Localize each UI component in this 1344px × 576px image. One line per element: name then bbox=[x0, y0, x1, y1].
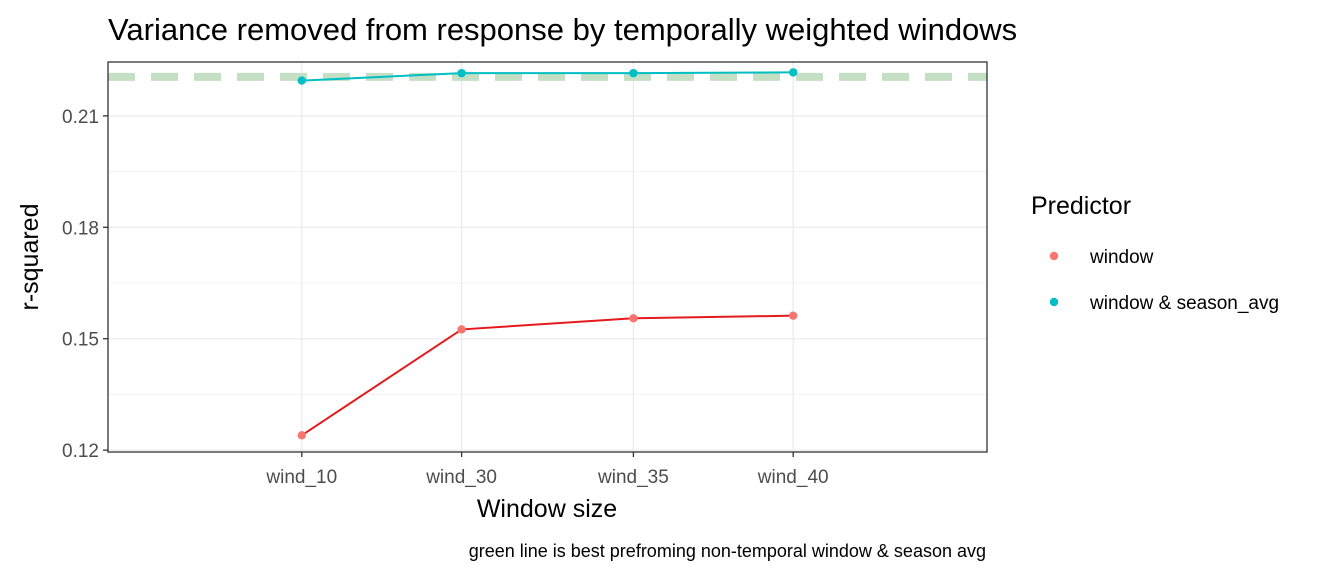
y-axis: 0.12 0.15 0.18 0.21 bbox=[62, 107, 108, 462]
x-axis-title: Window size bbox=[477, 495, 617, 523]
plot-panel bbox=[108, 62, 987, 452]
series-points bbox=[297, 68, 798, 440]
data-point bbox=[457, 68, 466, 78]
grid-minor bbox=[108, 171, 987, 395]
grid-major bbox=[108, 62, 987, 452]
legend-key-0 bbox=[1049, 251, 1059, 261]
y-tick-label: 0.18 bbox=[62, 218, 99, 239]
data-point bbox=[629, 314, 638, 323]
legend-label-1: window & season_avg bbox=[1089, 293, 1279, 314]
chart-title: Variance removed from response by tempor… bbox=[108, 12, 1017, 47]
legend-items: window window & season_avg bbox=[1049, 247, 1279, 314]
series-line-0 bbox=[301, 314, 794, 437]
data-point bbox=[297, 431, 306, 440]
y-axis-title: r-squared bbox=[16, 204, 44, 311]
legend: Predictor window window & season_avg bbox=[1031, 192, 1279, 314]
legend-key-1 bbox=[1049, 297, 1059, 307]
x-tick-label: wind_10 bbox=[265, 467, 337, 488]
x-tick-label: wind_30 bbox=[425, 467, 497, 488]
legend-title: Predictor bbox=[1031, 192, 1131, 220]
data-point bbox=[789, 68, 798, 77]
legend-label-0: window bbox=[1089, 247, 1154, 268]
y-tick-label: 0.15 bbox=[62, 330, 99, 351]
x-tick-label: wind_40 bbox=[757, 467, 829, 488]
data-point bbox=[629, 68, 638, 78]
x-axis: wind_10 wind_30 wind_35 wind_40 bbox=[265, 452, 829, 488]
data-point bbox=[457, 325, 466, 334]
plot-border bbox=[107, 61, 988, 453]
y-tick-label: 0.12 bbox=[62, 441, 99, 462]
plot-area bbox=[107, 61, 988, 453]
series-lines bbox=[301, 71, 794, 437]
data-point bbox=[789, 311, 798, 320]
chart-caption: green line is best prefroming non-tempor… bbox=[469, 541, 986, 561]
y-tick-label: 0.21 bbox=[62, 107, 99, 128]
series-line-1 bbox=[301, 71, 794, 82]
x-tick-label: wind_35 bbox=[597, 467, 669, 488]
data-point bbox=[297, 76, 306, 85]
